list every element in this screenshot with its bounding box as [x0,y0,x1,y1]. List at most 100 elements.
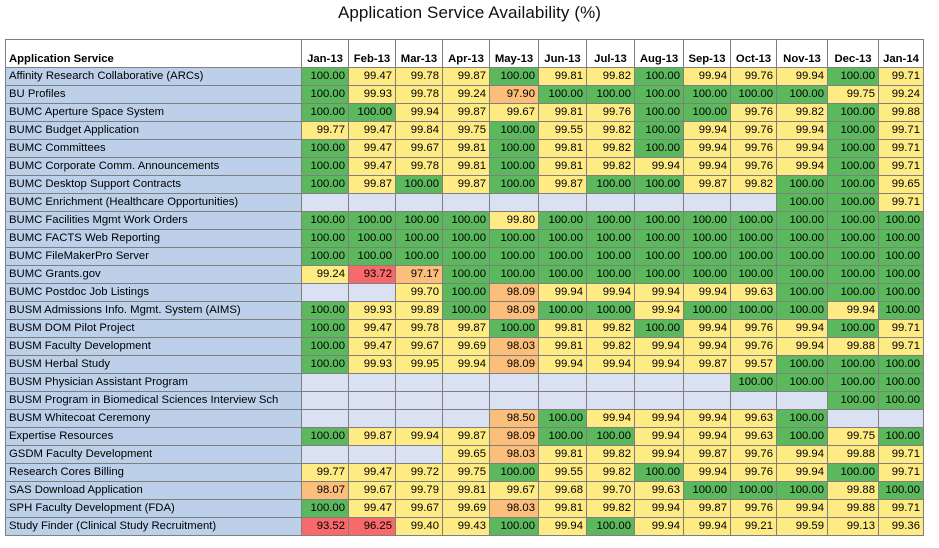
availability-cell: 100.00 [489,229,539,248]
availability-cell: 100.00 [730,481,777,500]
column-header: Mar-13 [395,39,443,68]
service-name: BUSM Whitecoat Ceremony [5,409,302,428]
availability-cell [348,391,396,410]
availability-cell: 99.69 [442,499,490,518]
availability-cell: 98.03 [489,499,539,518]
availability-cell [301,391,349,410]
availability-cell: 100.00 [634,67,684,86]
availability-cell: 100.00 [301,85,349,104]
availability-cell: 99.82 [586,319,635,338]
availability-cell: 99.72 [395,463,443,482]
availability-cell: 100.00 [301,157,349,176]
availability-cell: 100.00 [538,229,587,248]
availability-cell: 100.00 [683,301,731,320]
availability-cell [634,373,684,392]
availability-cell: 100.00 [878,283,924,302]
availability-cell: 100.00 [586,229,635,248]
table-row: GSDM Faculty Development 99.65 98.03 99.81 9… [5,445,924,464]
availability-cell: 100.00 [683,229,731,248]
availability-cell: 98.50 [489,409,539,428]
availability-cell: 100.00 [827,463,879,482]
availability-cell: 100.00 [730,301,777,320]
table-row: SPH Faculty Development (FDA) 100.00 99.47… [5,499,924,518]
availability-cell: 99.93 [348,85,396,104]
availability-cell: 99.87 [683,445,731,464]
availability-cell: 100.00 [301,499,349,518]
availability-cell: 99.81 [538,337,587,356]
availability-cell [348,373,396,392]
availability-cell: 100.00 [827,175,879,194]
availability-cell: 100.00 [683,211,731,230]
availability-cell: 100.00 [489,517,539,536]
availability-cell: 99.75 [827,427,879,446]
availability-cell: 99.76 [730,157,777,176]
availability-cell: 99.82 [586,67,635,86]
availability-cell: 96.25 [348,517,396,536]
availability-cell: 100.00 [301,355,349,374]
availability-cell [827,409,879,428]
availability-cell [395,409,443,428]
table-row: BU Profiles 100.00 99.93 99.78 99.24 97.90 100… [5,85,924,104]
availability-cell: 100.00 [634,121,684,140]
availability-cell: 99.63 [730,283,777,302]
availability-cell: 93.72 [348,265,396,284]
availability-cell: 100.00 [538,409,587,428]
availability-cell: 99.94 [776,445,828,464]
availability-cell [586,391,635,410]
service-name: BUSM Herbal Study [5,355,302,374]
availability-cell: 99.76 [730,463,777,482]
availability-cell: 99.21 [730,517,777,536]
availability-cell: 100.00 [634,265,684,284]
availability-cell [634,391,684,410]
availability-cell: 99.71 [878,445,924,464]
availability-cell: 100.00 [776,283,828,302]
availability-cell: 100.00 [878,211,924,230]
availability-cell: 100.00 [827,247,879,266]
availability-cell [634,193,684,212]
service-name: BUMC Facilities Mgmt Work Orders [5,211,302,230]
availability-cell: 99.79 [395,481,443,500]
availability-cell [442,193,490,212]
availability-cell: 99.78 [395,67,443,86]
availability-cell: 99.88 [827,337,879,356]
table-row: Study Finder (Clinical Study Recruitment… [5,517,924,536]
column-header: Jul-13 [586,39,635,68]
availability-cell: 99.87 [538,175,587,194]
availability-cell: 99.82 [586,499,635,518]
availability-cell: 99.40 [395,517,443,536]
availability-cell: 99.82 [586,121,635,140]
service-name: SPH Faculty Development (FDA) [5,499,302,518]
availability-cell: 100.00 [442,265,490,284]
availability-cell: 98.09 [489,283,539,302]
availability-cell: 100.00 [776,481,828,500]
availability-cell: 99.67 [395,139,443,158]
availability-cell: 99.69 [442,337,490,356]
availability-cell: 99.24 [878,85,924,104]
availability-cell: 100.00 [730,85,777,104]
availability-cell: 100.00 [348,211,396,230]
table-body: Affinity Research Collaborative (ARCs) 10… [5,67,924,536]
availability-cell [348,445,396,464]
service-name: BUMC Desktop Support Contracts [5,175,302,194]
availability-cell: 99.94 [586,355,635,374]
availability-cell: 99.71 [878,139,924,158]
availability-cell: 100.00 [634,319,684,338]
availability-cell: 100.00 [683,85,731,104]
availability-cell: 100.00 [776,373,828,392]
availability-cell: 100.00 [827,193,879,212]
availability-cell: 99.47 [348,463,396,482]
availability-cell: 100.00 [442,283,490,302]
availability-cell [348,193,396,212]
availability-cell: 99.94 [634,337,684,356]
availability-cell: 100.00 [538,247,587,266]
availability-cell: 99.94 [634,283,684,302]
availability-cell: 100.00 [301,67,349,86]
service-name: Research Cores Billing [5,463,302,482]
availability-cell: 100.00 [776,247,828,266]
availability-cell: 99.87 [348,175,396,194]
availability-cell [442,409,490,428]
availability-cell: 99.71 [878,337,924,356]
availability-cell: 99.36 [878,517,924,536]
availability-cell: 99.63 [634,481,684,500]
table-row: BUMC Postdoc Job Listings 99.70 100.00 98.0… [5,283,924,302]
